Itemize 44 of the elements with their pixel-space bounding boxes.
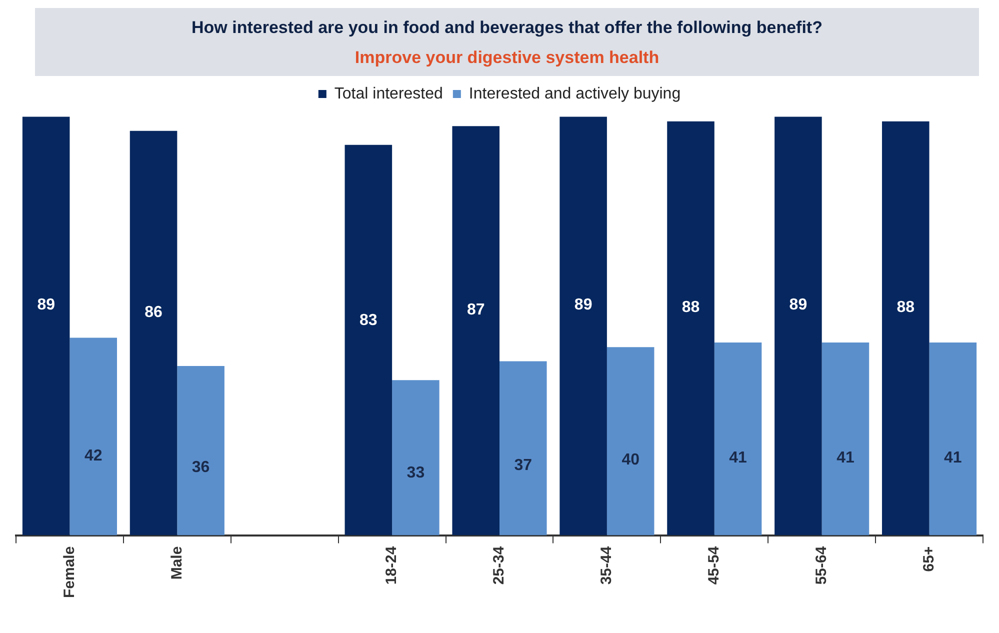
- bar: [714, 342, 762, 536]
- chart-subtitle: Improve your digestive system health: [354, 48, 660, 68]
- bar: [130, 130, 178, 536]
- bar: [500, 361, 547, 536]
- x-tick-label: 65+: [920, 546, 938, 572]
- data-label: 88: [682, 299, 700, 316]
- x-tick-label: 25-34: [490, 546, 508, 585]
- bar: [70, 338, 117, 536]
- legend-label: Interested and actively buying: [468, 85, 681, 102]
- data-label: 41: [729, 450, 748, 467]
- data-label: 87: [466, 302, 485, 319]
- x-tick-label: 55-64: [812, 546, 830, 585]
- bar: [452, 126, 500, 536]
- x-tick-label: 18-24: [383, 546, 400, 585]
- data-label: 88: [896, 299, 915, 316]
- bar: [344, 144, 392, 536]
- data-label: 40: [622, 451, 640, 468]
- data-label: 37: [514, 457, 532, 474]
- data-label: 41: [836, 450, 854, 467]
- bar: [882, 121, 930, 536]
- bar: [177, 366, 224, 536]
- bar: [606, 347, 654, 536]
- chart-title: How interested are you in food and beverages that offer the following benefit?: [190, 18, 824, 38]
- data-label: 41: [944, 450, 962, 467]
- x-tick-label: Female: [60, 546, 78, 598]
- x-tick-label: 45-54: [706, 546, 723, 585]
- bar: [560, 116, 607, 536]
- x-tick-label: 35-44: [598, 546, 616, 585]
- bar: [22, 116, 70, 536]
- x-tick-label: Male: [168, 546, 186, 580]
- bar: [774, 116, 822, 536]
- bar: [667, 121, 714, 536]
- data-label: 36: [192, 458, 210, 476]
- bar: [929, 342, 977, 536]
- data-label: 86: [144, 304, 163, 322]
- data-label: 42: [84, 448, 102, 465]
- data-label: 89: [574, 296, 592, 314]
- data-label: 89: [37, 296, 56, 314]
- data-label: 83: [360, 312, 378, 329]
- legend-label: Total interested: [334, 85, 443, 102]
- bar: [392, 380, 440, 536]
- data-label: 33: [406, 464, 425, 482]
- bar: [822, 342, 870, 536]
- data-label: 89: [789, 296, 808, 314]
